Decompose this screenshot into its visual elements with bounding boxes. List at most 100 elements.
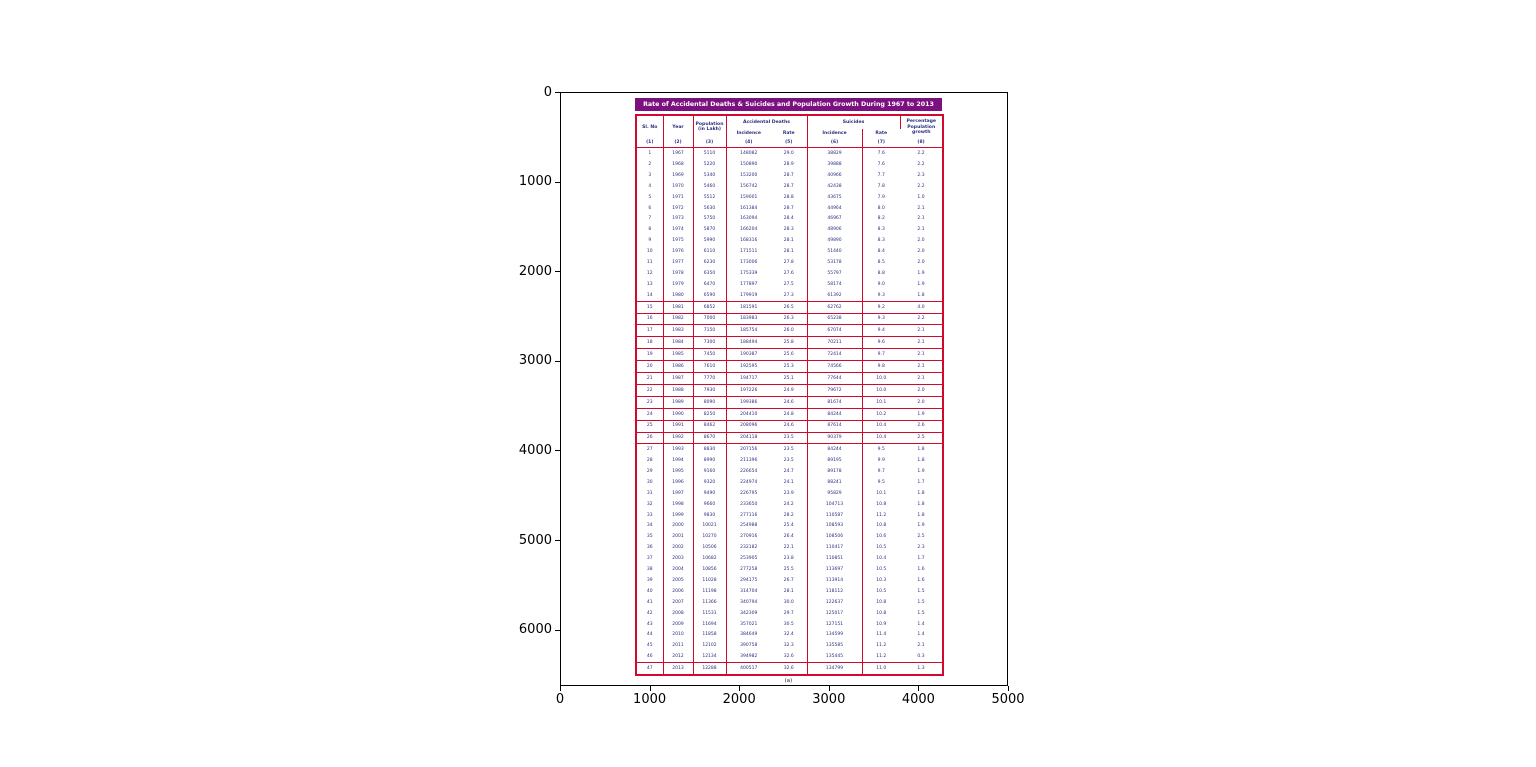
table-cell: 2.0: [917, 238, 925, 244]
table-cell: 2.2: [917, 151, 925, 157]
table-row: 27 1993 8830 207156 23.5 84244 9.5 1.8: [636, 443, 943, 456]
x-tick-label: 0: [555, 692, 565, 707]
table-cell: 1.7: [917, 479, 925, 485]
table-cell: 9160: [693, 466, 727, 478]
col-number: (7): [877, 140, 885, 146]
table-cell: 1.9: [900, 408, 944, 421]
table-cell: 10.8: [876, 501, 887, 507]
table-cell: 95829: [807, 487, 863, 499]
table-cell: 163094: [740, 216, 758, 222]
table-cell: 232182: [740, 545, 758, 551]
table-cell: 8: [636, 224, 664, 236]
table-cell: 79672: [807, 384, 863, 397]
table-cell: 26: [636, 432, 664, 445]
table-cell: 156742: [740, 183, 758, 189]
table-cell: 6230: [693, 257, 727, 269]
table-row: 28 1994 8990 211396 23.5 89195 9.9 1.8: [636, 455, 943, 467]
table-cell: 37: [636, 553, 664, 565]
table-cell: 40: [636, 585, 664, 597]
table-cell: 1982: [663, 313, 694, 326]
table-cell: 211396: [740, 458, 758, 464]
table-row: 31 1997 9490 226795 23.9 95829 10.1 1.8: [636, 487, 943, 499]
table-cell: 108593: [807, 520, 863, 532]
table-cell: 81674: [807, 396, 863, 409]
table-cell: 110587: [807, 509, 863, 521]
table-cell: 9320: [693, 477, 727, 488]
col-header-year: Year: [663, 115, 694, 139]
table-cell: 10.1: [876, 490, 887, 496]
table-cell: 5750: [693, 213, 727, 225]
table-cell: 35: [636, 531, 664, 543]
table-cell: 41: [636, 596, 664, 608]
col-number: (6): [807, 138, 863, 148]
table-cell: 3: [636, 170, 664, 181]
table-row: 29 1995 9160 226654 24.7 89178 9.7 1.9: [636, 466, 943, 478]
table-cell: 204118: [726, 432, 771, 445]
table-cell: 9.7: [877, 469, 885, 475]
table-cell: 24.9: [771, 384, 808, 397]
table-cell: 1.9: [917, 270, 925, 276]
table-cell: 7000: [693, 313, 727, 326]
table-cell: 1995: [663, 466, 694, 478]
table-cell: 1.8: [917, 490, 925, 496]
table-cell: 23.5: [771, 455, 808, 467]
table-cell: 2.0: [900, 396, 944, 409]
table-cell: 10.8: [876, 610, 887, 616]
table-cell: 20: [636, 360, 664, 374]
table-cell: 72414: [807, 348, 863, 362]
col-header-suicides: Suicides: [807, 115, 901, 130]
table-cell: 1.3: [917, 666, 925, 672]
table-cell: 1: [636, 147, 664, 160]
table-cell: 58174: [807, 278, 863, 290]
table-caption: (a): [784, 678, 793, 685]
table-cell: 7450: [693, 348, 727, 362]
table-row: 4 1970 5460 156742 28.7 42438 7.8 2.2: [636, 180, 943, 192]
table-cell: 224974: [740, 479, 758, 485]
table-header: Sl. No Year Population (in Lakh) Acciden…: [636, 115, 944, 148]
table-cell: 10.4: [876, 556, 887, 562]
plot-axes: Rate of Accidental Deaths & Suicides and…: [560, 92, 1008, 686]
table-cell: 89195: [807, 455, 863, 467]
table-row: 10 1976 6110 171511 28.1 51440 8.4 2.0: [636, 246, 943, 258]
col-header-acc-rate: Rate: [771, 129, 808, 139]
y-tick-mark: [555, 629, 560, 631]
table-image: Rate of Accidental Deaths & Suicides and…: [635, 98, 945, 685]
y-tick-mark: [555, 540, 560, 541]
table-cell: 110851: [807, 553, 863, 565]
table-cell: 1997: [663, 487, 694, 499]
data-table: Sl. No Year Population (in Lakh) Acciden…: [635, 114, 945, 677]
table-cell: 2.1: [917, 227, 925, 233]
table-cell: 28.3: [771, 224, 808, 236]
table-cell: 0.3: [900, 651, 944, 664]
table-cell: 48906: [807, 224, 863, 236]
table-cell: 1998: [663, 498, 694, 510]
table-cell: 26.3: [771, 313, 808, 326]
table-cell: 7.6: [877, 151, 885, 157]
table-cell: 23.8: [771, 553, 808, 565]
table-cell: 2.1: [917, 216, 925, 222]
x-tick-mark: [828, 686, 830, 691]
table-cell: 2009: [663, 618, 694, 630]
table-cell: 148082: [740, 151, 758, 157]
x-tick-label: 5000: [991, 692, 1025, 707]
table-cell: 2.1: [917, 643, 925, 649]
table-cell: 32.6: [771, 651, 808, 664]
table-cell: 33: [636, 509, 664, 521]
table-cell: 5630: [693, 202, 727, 214]
table-cell: 1991: [663, 420, 694, 433]
table-cell: 6590: [693, 289, 727, 302]
y-tick-label: 0: [543, 84, 552, 100]
table-cell: 38829: [807, 147, 863, 160]
table-cell: 2010: [663, 629, 694, 641]
table-cell: 9.5: [877, 479, 885, 485]
table-cell: 8.8: [877, 270, 885, 276]
table-cell: 16: [636, 313, 664, 326]
table-cell: 8.0: [877, 205, 885, 211]
table-cell: 253905: [740, 556, 758, 562]
table-cell: 24.7: [771, 466, 808, 478]
table-cell: 38: [636, 564, 664, 576]
table-cell: 2.3: [917, 545, 925, 551]
table-cell: 226795: [740, 490, 758, 496]
table-cell: 11.2: [876, 512, 887, 518]
table-row: 36 2002 10506 232182 22.1 110417 10.5 2.3: [636, 542, 943, 554]
